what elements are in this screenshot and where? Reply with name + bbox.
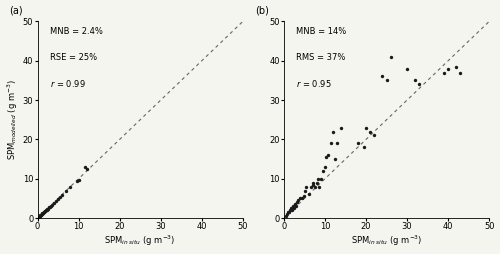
Point [62,189,70,193]
Point [83,167,91,171]
Text: (b): (b) [255,6,269,15]
Point [327,141,335,145]
Point [46,204,54,208]
Point [35,214,43,218]
Point [294,198,302,202]
Point [36,214,44,218]
Point [370,133,378,137]
Point [58,193,66,197]
Point [290,206,298,210]
Point [444,67,452,71]
Point [39,211,47,215]
Point [286,208,294,212]
Point [80,165,88,169]
Point [314,177,322,181]
Point [292,204,300,208]
Point [37,213,45,217]
Point [302,185,310,189]
Point [301,188,309,193]
Point [310,181,318,185]
Point [40,210,48,214]
Point [40,209,48,213]
Point [296,196,304,200]
Point [44,207,52,211]
Point [288,208,296,212]
Point [74,178,82,182]
Text: RMS = 37%: RMS = 37% [296,53,346,62]
Point [366,130,374,134]
Text: RSE = 25%: RSE = 25% [50,53,97,62]
Point [321,165,329,169]
Point [354,141,362,145]
Point [452,65,460,69]
Point [52,199,60,203]
Point [289,204,297,208]
Point [54,197,62,201]
Point [382,78,390,83]
Point [304,193,312,197]
Point [40,211,48,215]
Point [285,210,293,214]
Point [284,210,292,214]
Point [41,209,49,213]
Point [40,210,48,214]
X-axis label: SPM$_{in\ situ}$ (g m$^{-3}$): SPM$_{in\ situ}$ (g m$^{-3}$) [104,234,176,248]
X-axis label: SPM$_{in\ situ}$ (g m$^{-3}$): SPM$_{in\ situ}$ (g m$^{-3}$) [351,234,422,248]
Point [38,212,46,216]
Point [322,155,330,159]
Point [48,203,56,207]
Point [56,195,64,199]
Text: $r$ = 0.95: $r$ = 0.95 [296,78,332,89]
Point [50,201,58,205]
Point [36,213,44,217]
Point [403,67,411,71]
Point [334,141,342,145]
Point [416,82,424,86]
Point [324,153,332,157]
Point [319,169,327,173]
Point [360,145,368,149]
Point [42,209,50,213]
Point [317,177,325,181]
Point [315,185,323,189]
Point [306,185,314,189]
Point [38,212,46,216]
Point [66,185,74,189]
Point [300,194,308,198]
Point [329,130,337,134]
Point [42,208,50,212]
Point [288,206,296,210]
Text: MNB = 14%: MNB = 14% [296,27,346,36]
Text: MNB = 2.4%: MNB = 2.4% [50,27,102,36]
Point [42,208,50,212]
Point [310,185,318,189]
Point [38,211,46,215]
Point [44,207,52,211]
Point [386,55,394,59]
Point [362,125,370,130]
Point [331,157,339,161]
Point [45,205,53,210]
Point [338,125,345,130]
Point [46,205,54,209]
Point [35,215,43,219]
Point [34,215,42,219]
Point [456,71,464,75]
Point [293,200,301,204]
Point [308,183,316,187]
Text: $r$ = 0.99: $r$ = 0.99 [50,78,86,89]
Point [298,196,306,200]
Point [378,74,386,78]
Point [37,213,45,217]
Point [440,71,448,75]
Point [412,78,420,83]
Point [292,202,300,206]
Point [283,212,291,216]
Point [312,181,320,185]
Point [72,179,80,183]
Point [36,214,44,218]
Point [282,214,290,218]
Y-axis label: SPM$_{modelled}$ (g m$^{-3}$): SPM$_{modelled}$ (g m$^{-3}$) [6,80,20,160]
Text: (a): (a) [9,6,22,15]
